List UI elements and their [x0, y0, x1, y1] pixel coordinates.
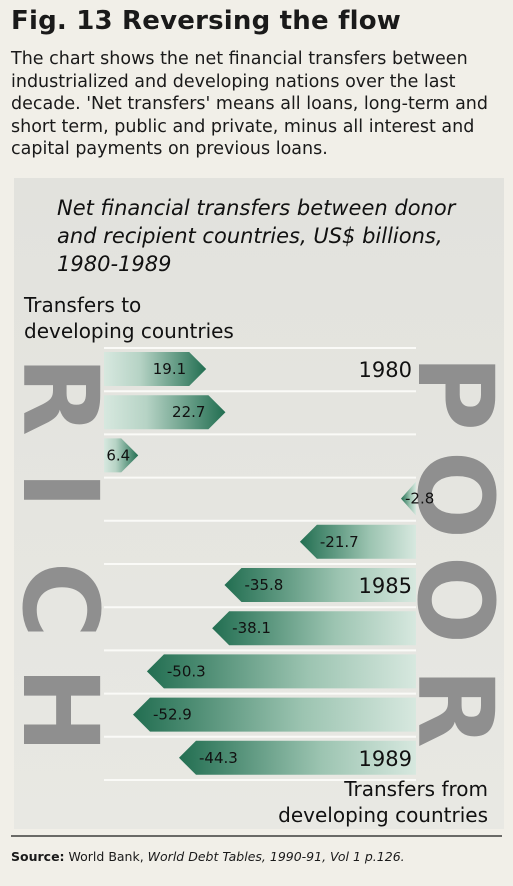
negative-direction-label: Transfers from — [343, 777, 488, 801]
figure-title: Fig. 13 Reversing the flow — [11, 6, 401, 36]
year-label: 1980 — [359, 358, 412, 382]
chart-subtitle-line: Net financial transfers between donor — [57, 196, 457, 220]
rich-letter: R — [0, 356, 121, 436]
bar-1983 — [401, 481, 416, 516]
positive-direction-label: developing countries — [24, 319, 234, 343]
bar-1989 — [178, 740, 416, 775]
positive-direction-label: Transfers to — [23, 293, 141, 317]
negative-direction-label: developing countries — [278, 803, 488, 827]
year-label: 1989 — [359, 747, 412, 771]
bar-value-label: -21.7 — [320, 533, 359, 551]
year-label: 1985 — [359, 574, 412, 598]
rich-letter: I — [0, 471, 121, 510]
bar-value-label: -52.9 — [153, 706, 192, 724]
bar-value-label: -2.8 — [405, 490, 434, 508]
bar-value-label: 6.4 — [106, 446, 130, 464]
figure-description: The chart shows the net financial transf… — [11, 49, 488, 159]
source-title: World Debt Tables, 1990-91, Vol 1 p.126. — [147, 849, 405, 864]
chart-subtitle-line: and recipient countries, US$ billions, — [57, 224, 443, 248]
bar-1988 — [132, 697, 417, 732]
rich-letter: H — [0, 666, 121, 753]
bar-1985 — [224, 568, 416, 602]
bar-1980 — [104, 352, 207, 386]
bar-value-label: 22.7 — [172, 403, 205, 421]
source-publisher: World Bank, — [64, 849, 148, 864]
bar-value-label: -50.3 — [167, 662, 206, 680]
bar-1984 — [299, 524, 416, 559]
bar-1981 — [104, 395, 226, 430]
bar-value-label: 19.1 — [153, 360, 186, 378]
bar-1987 — [146, 654, 416, 689]
source-note: Source: World Bank, World Debt Tables, 1… — [11, 849, 405, 864]
bar-1986 — [212, 611, 416, 646]
source-lead: Source: — [11, 849, 65, 864]
poor-letter: P — [394, 355, 513, 431]
bar-1982 — [104, 438, 139, 473]
bar-value-label: -38.1 — [232, 619, 271, 637]
bar-value-label: -44.3 — [199, 749, 238, 767]
chart-subtitle-line: 1980-1989 — [57, 252, 171, 276]
bar-value-label: -35.8 — [244, 576, 283, 594]
rich-letter: C — [0, 562, 121, 638]
